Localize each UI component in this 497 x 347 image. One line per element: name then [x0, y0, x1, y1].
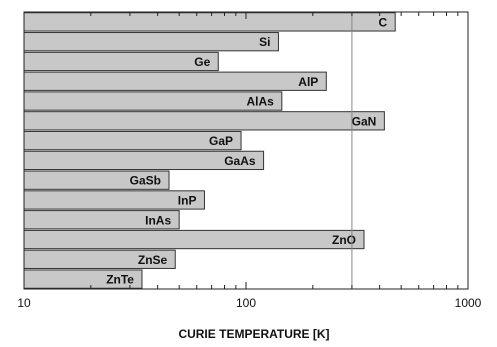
- bar-alas: [23, 91, 283, 111]
- x-tick-label-10: 10: [17, 296, 31, 310]
- bars-group: C Si Ge AlP AlAs GaN GaP GaAs GaSb InP InAs ZnO ZnSe…: [23, 12, 396, 289]
- bar-label-inp: InP: [178, 193, 197, 207]
- bar-label-gasb: GaSb: [130, 174, 161, 188]
- bar-label-inas: InAs: [145, 213, 171, 227]
- bar-zno: [23, 229, 365, 250]
- bar-label-ge: Ge: [194, 55, 210, 69]
- bar-label-znse: ZnSe: [138, 253, 168, 267]
- bar-label-gaas: GaAs: [224, 154, 256, 168]
- bar-c: [23, 12, 396, 32]
- x-tick-label-1000: 1000: [455, 296, 482, 310]
- bar-label-gan: GaN: [352, 114, 377, 128]
- bar-label-si: Si: [259, 35, 270, 49]
- x-axis-title: CURIE TEMPERATURE [K]: [178, 327, 329, 341]
- bar-label-alp: AlP: [298, 75, 318, 89]
- bar-ge: [23, 51, 219, 72]
- bar-si: [23, 32, 279, 52]
- bar-gan: [23, 111, 385, 131]
- bar-label-c: C: [379, 15, 388, 29]
- x-axis-ticks: [23, 12, 469, 289]
- bar-label-gap: GaP: [209, 134, 233, 148]
- x-tick-label-100: 100: [236, 296, 256, 310]
- bar-label-znte: ZnTe: [106, 273, 134, 287]
- bar-alp: [23, 71, 327, 91]
- bar-label-alas: AlAs: [246, 95, 274, 109]
- x-axis-tick-labels: 10 100 1000: [17, 296, 481, 310]
- bar-label-zno: ZnO: [332, 233, 356, 247]
